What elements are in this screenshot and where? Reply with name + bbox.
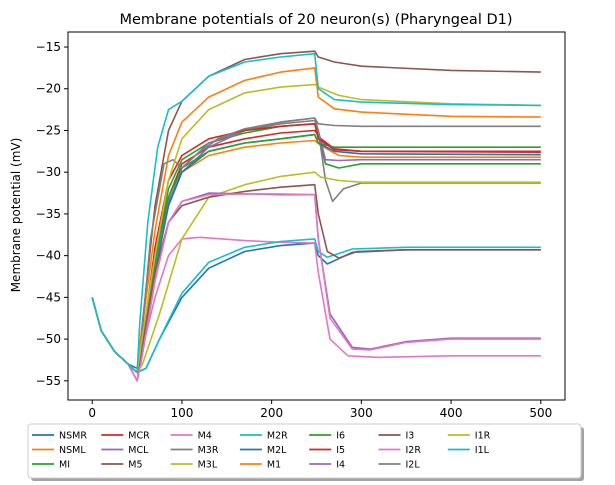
legend-entry-mi: MI — [59, 460, 70, 471]
x-tick-label: 300 — [350, 406, 373, 420]
y-axis-ticks: −55 −50 −45 −40 −35 −30 −25 −20 −15 — [36, 40, 68, 388]
series-line-i2r — [91, 193, 541, 382]
legend-entry-i1l: I1L — [475, 445, 490, 456]
series-line-i1l — [91, 52, 541, 374]
y-axis-label: Membrane potential (mV) — [9, 138, 23, 293]
legend-entry-i6: I6 — [336, 431, 345, 442]
legend-entry-i5: I5 — [336, 445, 345, 456]
legend-entry-mcl: MCL — [128, 445, 149, 456]
legend-entry-i2l: I2L — [406, 460, 421, 471]
legend-entry-i3: I3 — [406, 431, 415, 442]
legend-entry-m2l: M2L — [267, 445, 287, 456]
y-tick-label: −50 — [36, 332, 61, 346]
x-tick-label: 100 — [170, 406, 193, 420]
y-tick-label: −15 — [36, 40, 61, 54]
x-tick-label: 200 — [260, 406, 283, 420]
y-tick-label: −25 — [36, 123, 61, 137]
legend-entry-m1: M1 — [267, 460, 281, 471]
legend-entry-m5: M5 — [128, 460, 142, 471]
legend-entry-i2r: I2R — [406, 445, 422, 456]
y-tick-label: −35 — [36, 207, 61, 221]
legend-entry-nsmr: NSMR — [59, 431, 87, 442]
y-tick-label: −45 — [36, 290, 61, 304]
plot-frame — [67, 31, 566, 401]
legend: NSMR NSML MI MCR MCL M5 M4 M3R M3L M2R M2L M1 I6 I5 I4… — [27, 423, 584, 481]
legend-entry-nsml: NSML — [59, 445, 86, 456]
x-axis-ticks: 0 100 200 300 400 500 — [88, 400, 552, 420]
plot-lines — [91, 50, 541, 382]
y-tick-label: −30 — [36, 165, 61, 179]
legend-entry-m3l: M3L — [198, 460, 218, 471]
legend-entry-m3r: M3R — [198, 445, 219, 456]
legend-entry-i1r: I1R — [475, 431, 491, 442]
y-tick-label: −55 — [36, 374, 61, 388]
legend-entry-i4: I4 — [336, 460, 345, 471]
x-tick-label: 500 — [529, 406, 552, 420]
y-tick-label: −40 — [36, 249, 61, 263]
y-tick-label: −20 — [36, 82, 61, 96]
legend-box — [27, 423, 582, 479]
x-tick-label: 0 — [88, 406, 96, 420]
legend-entry-m2r: M2R — [267, 431, 288, 442]
legend-entry-mcr: MCR — [128, 431, 150, 442]
chart-title: Membrane potentials of 20 neuron(s) (Pha… — [119, 12, 512, 28]
legend-entry-m4: M4 — [198, 431, 212, 442]
x-tick-label: 400 — [440, 406, 463, 420]
